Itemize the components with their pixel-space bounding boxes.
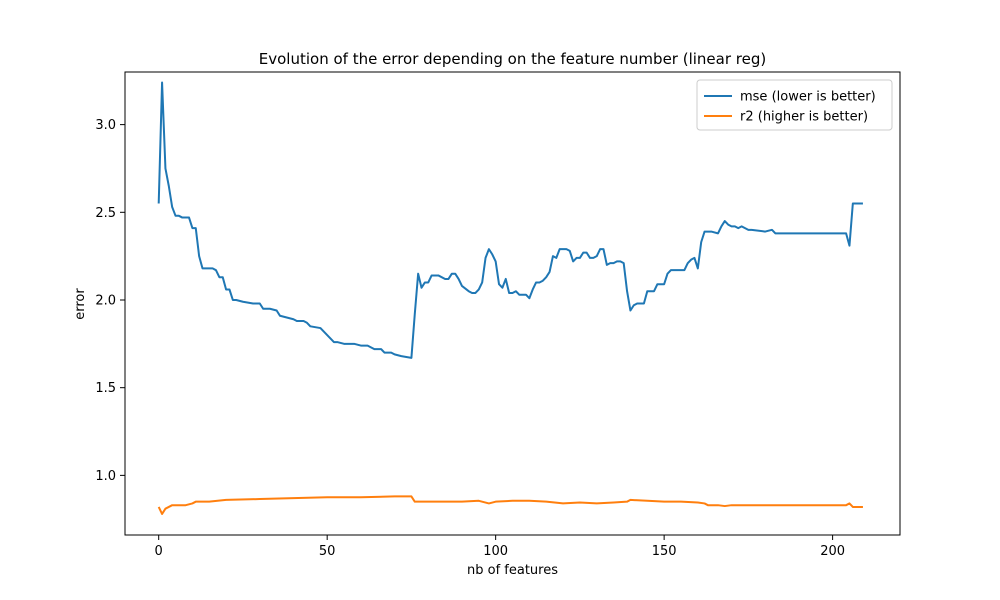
plot-area: 0 50 100 150 200 1.0 1.5 2.0 2.5 3.0 [95, 71, 901, 559]
x-tick-label: 100 [483, 544, 508, 559]
x-tick-label: 200 [820, 544, 845, 559]
y-tick-label: 1.0 [95, 469, 116, 484]
legend: mse (lower is better) r2 (higher is bette… [696, 79, 893, 131]
series-line-2 [157, 495, 863, 515]
y-tick-label: 1.5 [95, 381, 116, 396]
chart-title: Evolution of the error depending on the … [259, 50, 766, 68]
y-tick-label: 2.0 [95, 293, 116, 308]
y-tick-label: 3.0 [95, 118, 116, 133]
series-line-1 [157, 81, 863, 359]
x-tick-label: 150 [652, 544, 677, 559]
legend-label-2: r2 (higher is better) [740, 110, 868, 125]
y-axis-label: error [73, 288, 88, 320]
x-axis-label: nb of features [467, 563, 558, 578]
legend-label-1: mse (lower is better) [740, 90, 876, 105]
x-tick-label: 0 [155, 544, 163, 559]
legend-box [696, 79, 893, 131]
x-tick-label: 50 [319, 544, 336, 559]
y-tick-label: 2.5 [95, 206, 116, 221]
plot-frame [124, 71, 901, 536]
